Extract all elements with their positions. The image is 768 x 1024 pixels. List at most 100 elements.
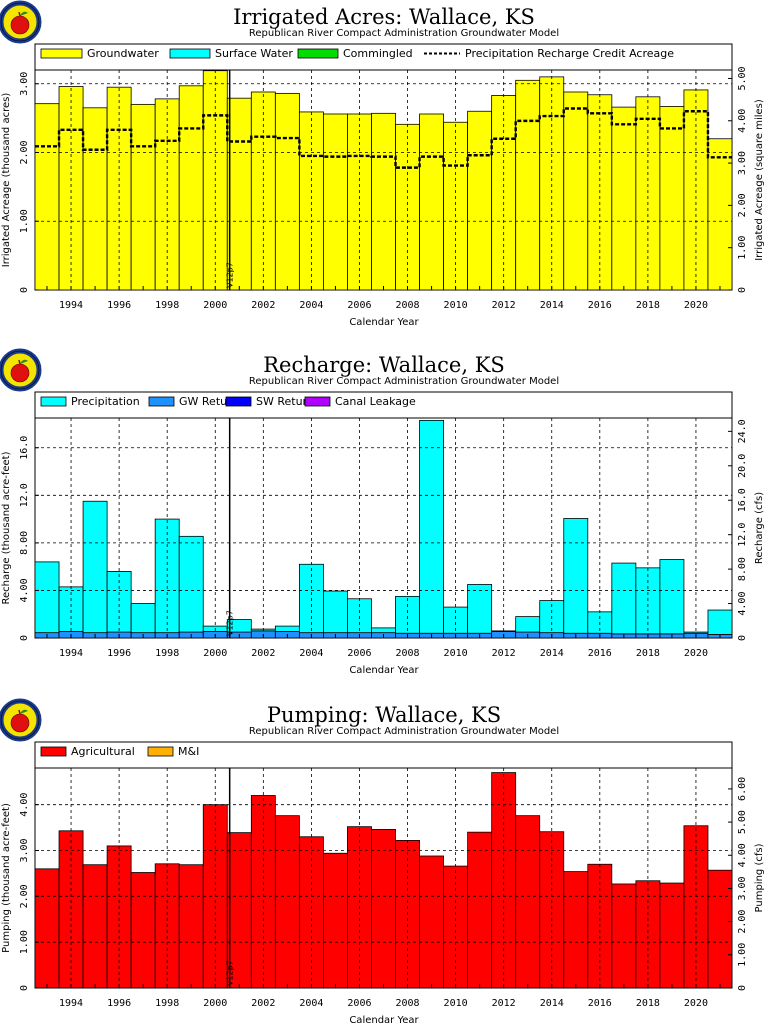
chart-subtitle: Republican River Compact Administration … [249, 376, 559, 387]
bar-precipitation-2006 [347, 598, 372, 634]
bar-groundwater-2013 [515, 79, 541, 291]
bar-precipitation-2017 [611, 562, 637, 635]
bar-agricultural-2014 [539, 831, 565, 989]
bar-precipitation-2009 [419, 419, 444, 634]
xtick-label-9: 2012 [492, 998, 516, 1009]
logo-stem [18, 359, 21, 365]
ytick-label-4: 16.0 [19, 436, 30, 460]
y-axis-label: Recharge (thousand acre-feet) [1, 451, 12, 604]
ytick-label-4: 4.00 [19, 793, 30, 817]
bar-precipitation-1995 [82, 500, 108, 634]
legend-swatch-1 [169, 48, 211, 59]
xtick-label-9: 2012 [492, 300, 516, 311]
bar-precipitation-2020 [683, 631, 709, 634]
bar-groundwater-2015 [563, 91, 589, 291]
ytick-label-3: 3.00 [19, 72, 30, 96]
y2tick-label-3: 3.00 [737, 876, 748, 900]
bar-precipitation-2001 [226, 619, 252, 633]
xtick-label-12: 2018 [636, 648, 660, 659]
logo-leaf [20, 709, 28, 714]
bar-precipitation-1993 [34, 561, 60, 634]
bar-agricultural-1996 [106, 845, 132, 989]
bar-precipitation-2005 [323, 590, 348, 634]
bar-agricultural-2017 [611, 883, 637, 989]
bar-agricultural-1995 [82, 864, 108, 989]
xtick-label-13: 2020 [684, 648, 708, 659]
bar-groundwater-2021 [707, 138, 733, 291]
xtick-label-0: 1994 [59, 998, 83, 1009]
logo-apple [10, 15, 30, 35]
xtick-label-13: 2020 [684, 998, 708, 1009]
chart-subtitle: Republican River Compact Administration … [249, 726, 559, 737]
y2tick-label-6: 6.00 [737, 777, 748, 801]
ytick-label-3: 12.0 [19, 483, 30, 507]
xtick-label-12: 2018 [636, 300, 660, 311]
legend-swatch-0 [40, 396, 67, 407]
ytick-label-2: 2.00 [19, 140, 30, 164]
bar-groundwater-2019 [659, 106, 685, 291]
bar-agricultural-2011 [467, 831, 493, 989]
bar-agricultural-2001 [226, 832, 252, 989]
ytick-label-1: 1.00 [19, 930, 30, 954]
xtick-label-0: 1994 [59, 648, 83, 659]
bar-agricultural-2003 [274, 815, 300, 989]
xtick-label-12: 2018 [636, 998, 660, 1009]
ytick-label-2: 2.00 [19, 884, 30, 908]
bar-groundwater-2009 [419, 113, 444, 291]
xtick-label-11: 2016 [588, 998, 612, 1009]
y2tick-label-4: 4.00 [737, 843, 748, 867]
xtick-label-2: 1998 [155, 300, 179, 311]
y2tick-label-4: 16.0 [737, 488, 748, 512]
y2-axis-label: Irrigated Acreage (square miles) [754, 99, 765, 261]
xtick-label-7: 2008 [395, 300, 419, 311]
ytick-label-0: 0 [19, 287, 30, 293]
xtick-label-7: 2008 [395, 648, 419, 659]
xtick-label-2: 1998 [155, 998, 179, 1009]
bar-precipitation-2007 [371, 627, 396, 634]
xtick-label-1: 1996 [107, 300, 131, 311]
chart-subtitle: Republican River Compact Administration … [249, 28, 559, 39]
bar-agricultural-2005 [323, 852, 348, 989]
bar-groundwater-1998 [154, 98, 180, 291]
chart-title: Irrigated Acres: Wallace, KS [233, 5, 535, 29]
legend-label-1: M&I [178, 745, 199, 758]
y2tick-label-2: 2.00 [737, 193, 748, 217]
xtick-label-11: 2016 [588, 300, 612, 311]
y-axis-label: Irrigated Acreage (thousand acres) [1, 93, 12, 268]
logo-apple [10, 713, 30, 733]
bar-groundwater-2007 [371, 112, 396, 291]
xtick-label-13: 2020 [684, 300, 708, 311]
y2tick-label-0: 0 [737, 287, 748, 293]
xtick-label-3: 2000 [203, 648, 227, 659]
bar-agricultural-2009 [419, 855, 444, 989]
y2tick-label-0: 0 [737, 985, 748, 991]
legend-label-3: Canal Leakage [335, 395, 416, 408]
bar-agricultural-2021 [707, 869, 733, 989]
bar-groundwater-1995 [82, 107, 108, 291]
xtick-label-1: 1996 [107, 998, 131, 1009]
y2tick-label-0: 0 [737, 635, 748, 641]
y-axis-label: Pumping (thousand acre-feet) [1, 803, 12, 953]
bar-groundwater-1999 [178, 85, 204, 291]
xtick-label-5: 2004 [299, 998, 323, 1009]
y2tick-label-5: 20.0 [737, 454, 748, 478]
xtick-label-3: 2000 [203, 998, 227, 1009]
legend-swatch-2 [297, 48, 339, 59]
xtick-label-10: 2014 [540, 300, 564, 311]
legend-label-0: Groundwater [87, 47, 159, 60]
bar-groundwater-2003 [274, 92, 300, 291]
line-series-0 [35, 107, 732, 169]
xtick-label-1: 1996 [107, 648, 131, 659]
xtick-label-4: 2002 [251, 648, 275, 659]
legend-swatch-1 [148, 396, 175, 407]
xtick-label-7: 2008 [395, 998, 419, 1009]
model-version-label: V12p7 [226, 960, 235, 986]
bar-agricultural-2012 [491, 772, 517, 989]
xtick-label-10: 2014 [540, 998, 564, 1009]
xtick-label-4: 2002 [251, 998, 275, 1009]
logo-outline [0, 350, 40, 390]
logo-outline [0, 700, 40, 740]
bar-precipitation-1999 [178, 535, 204, 633]
